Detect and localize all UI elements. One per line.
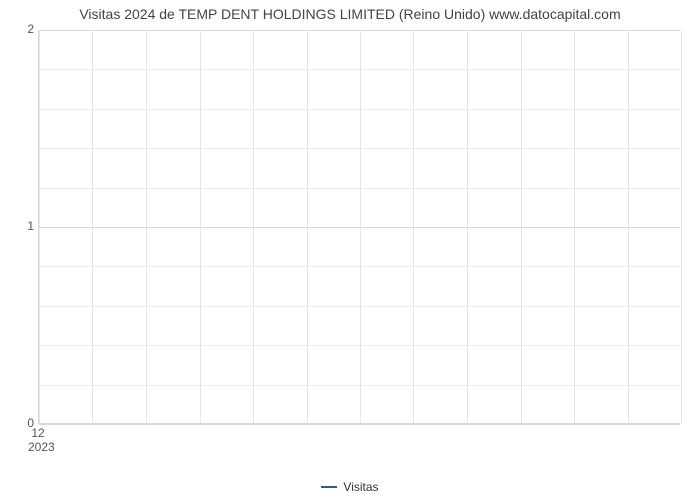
x-tick-label: 12 [31,426,44,440]
y-tick-label: 0 [6,416,34,430]
x-gridline [39,30,40,423]
y-tick-label: 2 [6,22,34,36]
x-gridline [360,30,361,423]
y-major-gridline [39,424,680,425]
chart-title: Visitas 2024 de TEMP DENT HOLDINGS LIMIT… [0,6,700,22]
legend-label: Visitas [343,480,378,494]
x-gridline [628,30,629,423]
x-gridline [681,30,682,423]
x-gridline [574,30,575,423]
x-gridline [253,30,254,423]
x-gridline [307,30,308,423]
y-tick-label: 1 [6,219,34,233]
x-gridline [146,30,147,423]
x-group-label: 2023 [28,440,55,454]
legend: Visitas [0,479,700,494]
x-gridline [521,30,522,423]
line-chart: Visitas 2024 de TEMP DENT HOLDINGS LIMIT… [0,0,700,500]
x-gridline [467,30,468,423]
legend-swatch [321,486,337,488]
plot-area [38,30,680,424]
x-gridline [200,30,201,423]
x-gridline [413,30,414,423]
x-gridline [92,30,93,423]
